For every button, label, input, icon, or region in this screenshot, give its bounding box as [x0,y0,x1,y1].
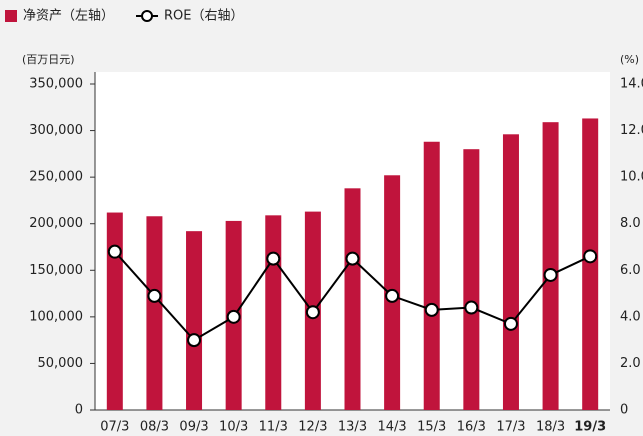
y-tick-label: 150,000 [29,263,83,278]
roe-point [187,333,202,348]
x-tick-label: 18/3 [536,420,565,435]
roe-point [147,288,162,303]
roe-point [385,288,400,303]
bar [542,122,559,410]
roe-point [424,302,439,317]
bar [344,188,361,410]
x-tick-label: 12/3 [298,420,327,435]
y-tick-label: 100,000 [29,309,83,324]
bar [186,231,203,410]
roe-point [107,244,122,259]
bar [582,118,599,410]
y2-tick-label: 0 [620,403,628,418]
roe-point [226,309,241,324]
y-tick-label: 200,000 [29,216,83,231]
bar [106,212,123,410]
legend-label: 净资产（左轴） [23,9,114,24]
x-tick-label: 13/3 [338,420,367,435]
roe-point [583,249,598,264]
x-tick-label: 19/3 [574,420,606,435]
legend-label: ROE（右轴） [164,9,243,24]
x-tick-label: 09/3 [179,420,208,435]
x-tick-label: 15/3 [417,420,446,435]
legend-swatch [5,10,17,22]
x-tick-label: 08/3 [140,420,169,435]
x-tick-label: 17/3 [496,420,525,435]
y-tick-label: 350,000 [29,77,83,92]
bar [423,141,440,410]
x-tick-label: 10/3 [219,420,248,435]
roe-point [266,251,281,266]
y2-tick-label: 14.0 [620,77,643,92]
y2-tick-label: 12.0 [620,123,643,138]
y2-tick-label: 10.0 [620,170,643,185]
x-tick-label: 14/3 [378,420,407,435]
roe-point [345,251,360,266]
roe-point [305,305,320,320]
roe-point [464,300,479,315]
y2-axis-label: (%) [620,53,639,66]
bar [146,216,163,410]
y-tick-label: 300,000 [29,123,83,138]
y2-tick-label: 6.0 [620,263,641,278]
x-tick-label: 16/3 [457,420,486,435]
y-tick-label: 50,000 [38,356,84,371]
y-tick-label: 0 [75,403,83,418]
roe-point [503,316,518,331]
y-tick-label: 250,000 [29,170,83,185]
roe-point [543,267,558,282]
x-tick-label: 07/3 [100,420,129,435]
bar [502,134,519,410]
y2-tick-label: 4.0 [620,309,641,324]
bar [265,215,282,410]
y2-tick-label: 2.0 [620,356,641,371]
y2-tick-label: 8.0 [620,216,641,231]
bar [463,149,480,410]
x-tick-label: 11/3 [259,420,288,435]
y-axis-label: (百万日元) [22,53,75,66]
legend-marker [141,10,154,22]
